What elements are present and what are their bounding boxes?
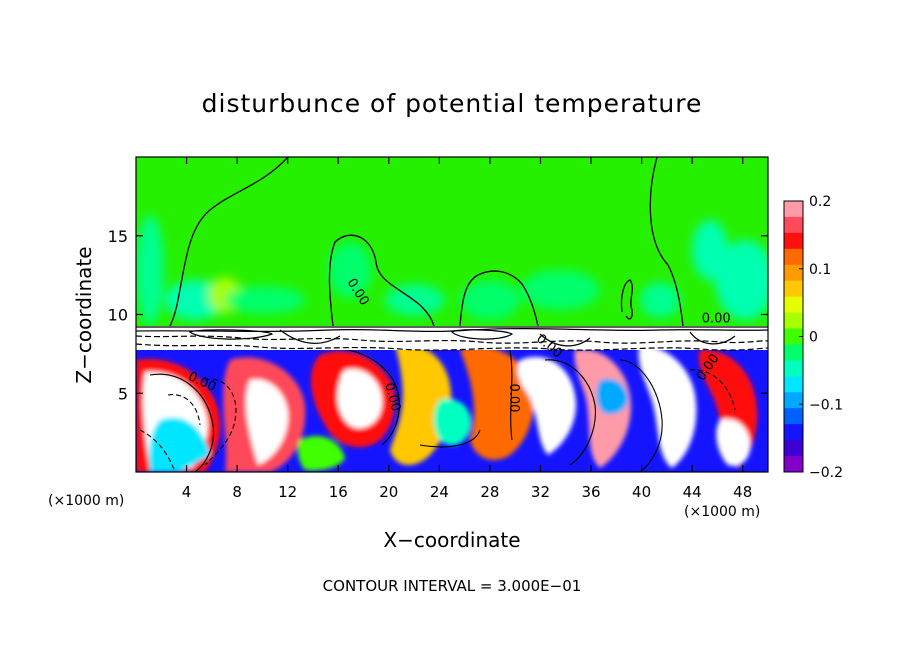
x-axis-label: X−coordinate (383, 528, 520, 552)
colorbar-swatch (784, 264, 803, 282)
contour-label: 0.00 (702, 311, 731, 326)
contour-label: 0.00 (506, 383, 521, 412)
x-unit-label-left: (×1000 m) (48, 493, 124, 509)
colorbar-swatch (784, 232, 803, 250)
colorbar-tick-label: −0.2 (809, 465, 843, 481)
x-tick-label: 44 (683, 483, 702, 501)
y-tick-label: 15 (108, 227, 128, 246)
colorbar-tick-label: 0 (809, 330, 818, 346)
x-tick-label: 36 (581, 483, 600, 501)
colorbar-swatch (784, 312, 803, 330)
x-axis-ticks: 4 8 12 16 20 24 28 32 36 40 44 48 (182, 157, 752, 501)
colorbar-tick-label: 0.2 (809, 194, 831, 210)
colorbar-swatch (784, 280, 803, 298)
contour-label: 0.00 (381, 381, 403, 413)
colorbar-swatch (784, 424, 803, 441)
colorbar-swatch (784, 360, 803, 377)
colorbar (784, 201, 803, 473)
chart-title: disturbunce of potential temperature (202, 89, 703, 118)
colorbar-tick-label: 0.1 (809, 262, 831, 278)
colorbar-swatch (784, 328, 803, 345)
plot-area (136, 157, 768, 472)
upper-contours (169, 157, 684, 327)
colorbar-swatch (784, 456, 803, 473)
x-tick-label: 32 (531, 483, 550, 501)
lower-contours (139, 347, 736, 472)
colorbar-swatch (784, 392, 803, 409)
x-tick-label: 20 (379, 483, 398, 501)
lower-layer-swirls (136, 344, 758, 472)
x-tick-label: 48 (733, 483, 752, 501)
x-tick-label: 24 (430, 483, 449, 501)
colorbar-tick-label: −0.1 (809, 397, 843, 413)
x-tick-label: 12 (278, 483, 297, 501)
x-tick-label: 28 (480, 483, 499, 501)
colorbar-swatch (784, 440, 803, 457)
colorbar-swatch (784, 248, 803, 266)
colorbar-swatch (784, 376, 803, 393)
x-tick-label: 40 (632, 483, 651, 501)
y-axis-label: Z−coordinate (72, 246, 96, 383)
x-tick-label: 4 (182, 483, 192, 501)
contour-interval-footer: CONTOUR INTERVAL = 3.000E−01 (323, 577, 582, 595)
x-tick-label: 8 (232, 483, 242, 501)
colorbar-swatch (784, 216, 803, 234)
y-tick-label: 10 (108, 306, 128, 325)
colorbar-swatch (784, 201, 803, 218)
colorbar-swatch (784, 296, 803, 314)
colorbar-swatch (784, 408, 803, 425)
y-tick-label: 5 (118, 384, 128, 403)
x-unit-label-right: (×1000 m) (684, 504, 760, 520)
colorbar-swatch (784, 344, 803, 361)
y-axis-ticks: 5 10 15 (108, 227, 768, 403)
interface-contours (136, 326, 768, 351)
colorbar-ticks: 0.2 0.1 0 −0.1 −0.2 (799, 194, 843, 481)
x-tick-label: 16 (329, 483, 348, 501)
